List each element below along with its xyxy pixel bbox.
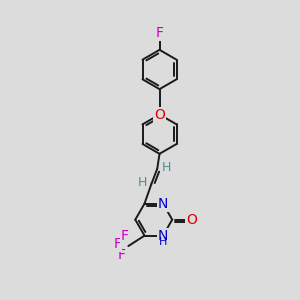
Text: H: H bbox=[161, 161, 171, 174]
Text: N: N bbox=[158, 229, 168, 243]
Text: H: H bbox=[159, 237, 167, 247]
Text: F: F bbox=[118, 248, 126, 262]
Text: N: N bbox=[158, 196, 168, 211]
Text: H: H bbox=[138, 176, 147, 189]
Text: F: F bbox=[113, 237, 121, 251]
Text: O: O bbox=[186, 213, 197, 226]
Text: F: F bbox=[155, 26, 164, 40]
Text: O: O bbox=[154, 108, 165, 122]
Text: F: F bbox=[120, 229, 128, 243]
